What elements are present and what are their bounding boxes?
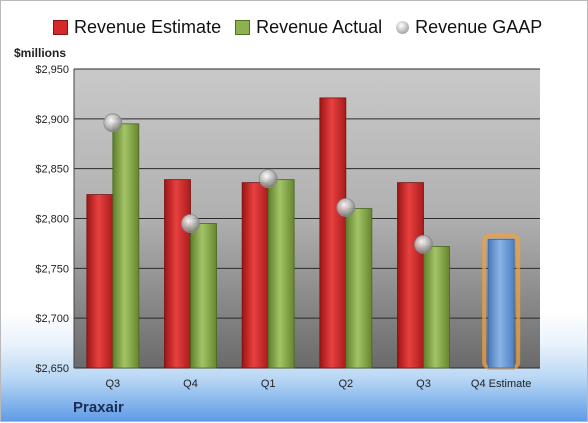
gaap-marker: [336, 198, 356, 217]
legend-item-estimate: Revenue Estimate: [53, 17, 221, 38]
y-tick-label: $2,850: [35, 164, 69, 176]
gridlines: [74, 68, 540, 369]
y-axis: $2,650 $2,700 $2,750 $2,800 $2,850 $2,900 $2,9…: [35, 64, 75, 375]
y-tick-label: $2,900: [35, 114, 69, 126]
gaap-marker: [103, 113, 123, 133]
bar-actual: [423, 246, 450, 369]
x-tick-label: Q4 Estimate: [471, 378, 532, 390]
gaap-marker: [181, 214, 200, 233]
y-unit-label: $millions: [14, 46, 67, 60]
y-tick-label: $2,800: [35, 214, 69, 226]
x-axis: Q3 Q4 Q1 Q2 Q3 Q4 Estimate: [105, 378, 531, 390]
company-name: Praxair: [73, 399, 124, 416]
bar-actual: [345, 208, 373, 369]
x-tick-label: Q3: [105, 378, 120, 390]
actual-swatch: [235, 20, 251, 35]
bar-forecast: [487, 239, 515, 369]
bars: [86, 97, 521, 370]
x-tick-label: Q2: [338, 378, 353, 390]
bar-estimate: [241, 182, 269, 369]
gaap-markers: [103, 113, 433, 254]
legend: Revenue Estimate Revenue Actual Revenue …: [53, 17, 542, 38]
bar-actual: [190, 223, 217, 369]
legend-item-actual: Revenue Actual: [235, 17, 382, 38]
bar-estimate: [397, 182, 424, 369]
y-tick-label: $2,700: [35, 313, 69, 325]
legend-label-estimate: Revenue Estimate: [74, 17, 222, 37]
bar-actual: [267, 179, 295, 369]
gaap-marker: [258, 169, 278, 189]
legend-label-actual: Revenue Actual: [256, 17, 383, 37]
legend-label-gaap: Revenue GAAP: [415, 17, 543, 37]
y-tick-label: $2,750: [35, 263, 69, 275]
x-tick-label: Q1: [261, 378, 276, 390]
x-tick-label: Q4: [183, 378, 198, 390]
bar-estimate: [319, 97, 347, 369]
bar-estimate: [164, 179, 191, 369]
estimate-swatch: [53, 20, 68, 35]
legend-item-gaap: Revenue GAAP: [396, 17, 542, 38]
y-tick-label: $2,950: [35, 64, 69, 76]
bar-estimate: [86, 194, 114, 369]
y-tick-label: $2,650: [35, 363, 69, 375]
bar-actual: [112, 123, 140, 369]
gaap-marker: [414, 235, 433, 254]
gaap-swatch: [396, 21, 410, 34]
x-tick-label: Q3: [416, 378, 431, 390]
